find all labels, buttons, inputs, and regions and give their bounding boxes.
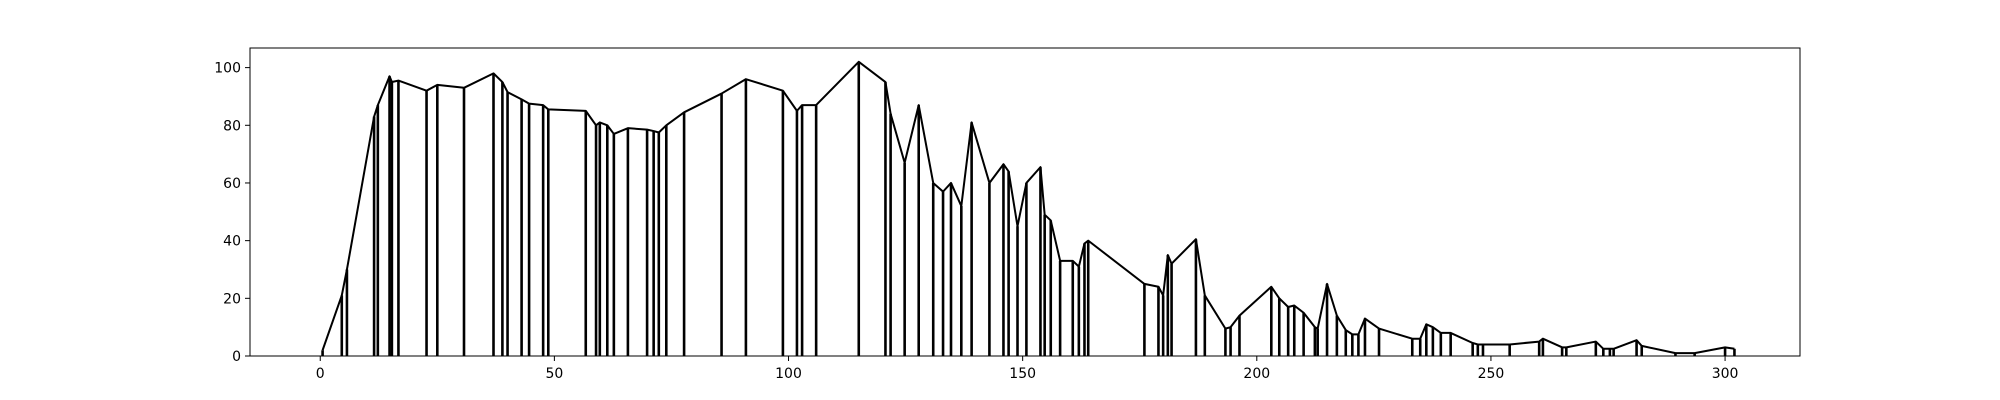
plot-frame [249, 47, 1801, 357]
x-tick-label: 0 [316, 366, 325, 382]
y-tick-label: 60 [223, 176, 241, 192]
x-tick-label: 300 [1712, 366, 1739, 382]
y-tick-label: 80 [223, 118, 241, 134]
x-tick-label: 250 [1478, 366, 1505, 382]
x-tick-label: 200 [1243, 366, 1270, 382]
y-tick-label: 40 [223, 234, 241, 250]
x-tick-label: 50 [545, 366, 563, 382]
y-tick-label: 20 [223, 291, 241, 307]
y-tick-label: 100 [214, 61, 241, 77]
x-tick-label: 150 [1009, 366, 1036, 382]
x-tick-label: 100 [775, 366, 802, 382]
data-line [321, 60, 1735, 355]
y-tick-label: 0 [232, 349, 241, 365]
